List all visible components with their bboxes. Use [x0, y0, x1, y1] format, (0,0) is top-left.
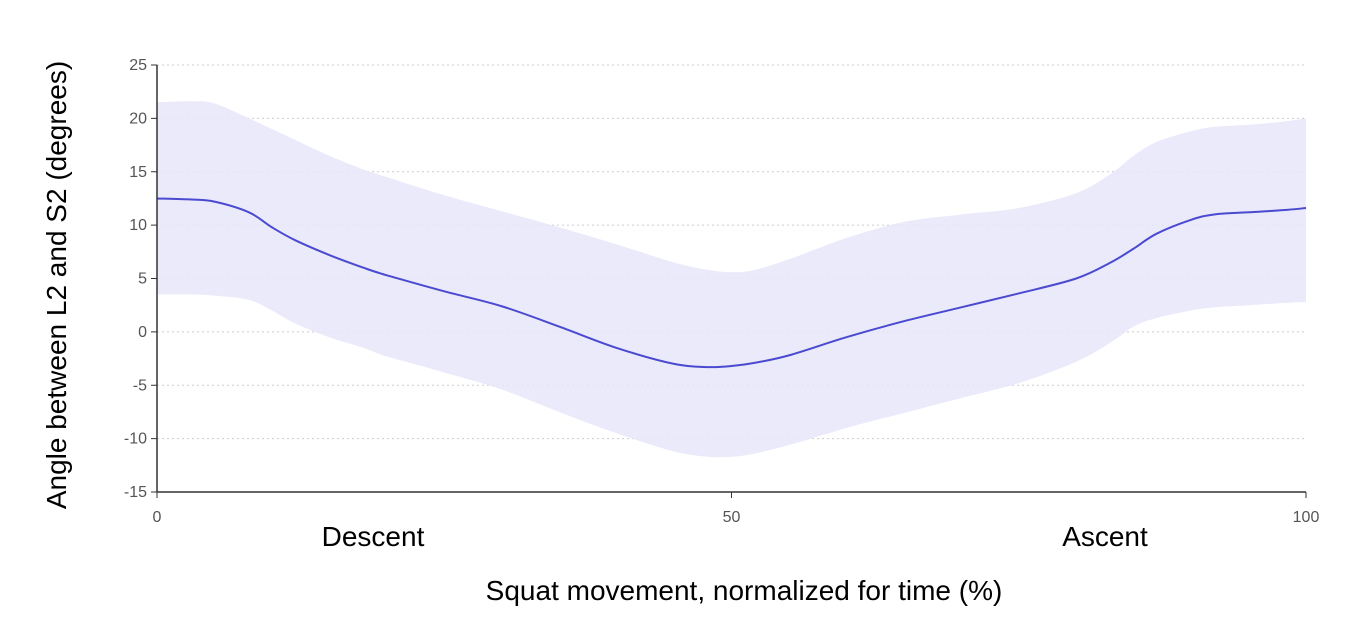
descent-label: Descent: [322, 521, 425, 552]
range-band: [157, 101, 1306, 458]
y-axis-title: Angle between L2 and S2 (degrees): [41, 61, 72, 509]
y-tick-label: 25: [129, 57, 147, 74]
mean-line: [156, 197, 1307, 369]
y-tick-label: 0: [138, 324, 147, 341]
x-axis-ticks: 0 50 100: [153, 492, 1320, 526]
y-tick-label: 10: [129, 217, 147, 234]
y-axis-ticks: 25 20 15 10 5 0 -5 -10 -15: [124, 57, 157, 501]
x-axis-title: Squat movement, normalized for time (%): [486, 575, 1003, 606]
y-tick-label: -5: [133, 377, 147, 394]
x-tick-label: 100: [1293, 509, 1320, 526]
y-tick-label: 20: [129, 110, 147, 127]
y-tick-label: 5: [138, 271, 147, 288]
y-tick-label: -10: [124, 431, 147, 448]
y-tick-label: -15: [124, 484, 147, 501]
x-tick-label: 0: [153, 509, 162, 526]
ascent-label: Ascent: [1062, 521, 1148, 552]
y-tick-label: 15: [129, 164, 147, 181]
x-tick-label: 50: [723, 509, 741, 526]
